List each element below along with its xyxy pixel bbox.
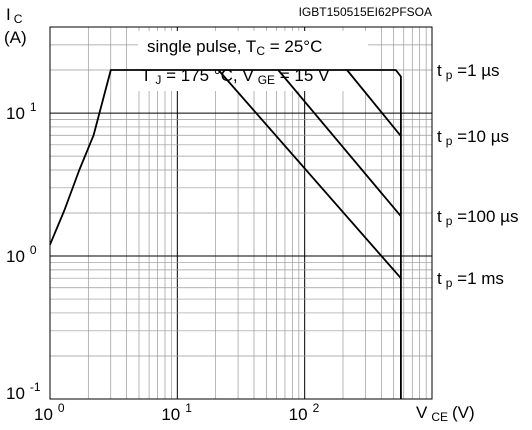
series-line-3 (277, 69, 402, 217)
series-line-2 (346, 69, 402, 137)
y-axis-unit: (A) (4, 28, 27, 47)
condition-line-1: single pulse, TC = 25°C (147, 37, 322, 58)
tick-labels: 10 -110 010 110 0 10 1 10 2 (6, 100, 320, 424)
y-tick-label: 10 0 (6, 243, 37, 266)
x-tick-label: 10 1 (161, 401, 192, 424)
series-line-1 (49, 69, 402, 399)
x-tick-label: 10 2 (289, 401, 320, 424)
condition-box-bg (138, 31, 368, 91)
plot-frame (49, 26, 433, 400)
figure-id: IGBT150515EI62PFSOA (299, 5, 432, 19)
series-group (49, 69, 402, 399)
x-tick-label: 10 0 (34, 401, 65, 424)
series-line-4 (217, 69, 402, 279)
y-tick-label: 10 -1 (6, 380, 41, 403)
x-axis-title: V CE (V) (416, 403, 475, 424)
y-tick-label: 10 1 (6, 100, 37, 123)
